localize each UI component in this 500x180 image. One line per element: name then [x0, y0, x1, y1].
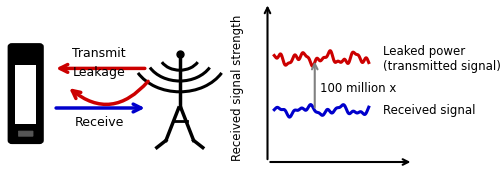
FancyBboxPatch shape [9, 45, 42, 143]
FancyBboxPatch shape [18, 131, 33, 136]
Text: Leakage: Leakage [73, 66, 126, 79]
Text: 100 million x: 100 million x [320, 82, 396, 95]
Text: Received signal: Received signal [382, 104, 475, 117]
Text: Receive: Receive [74, 116, 124, 129]
Text: Transmit: Transmit [72, 47, 126, 60]
Text: Received signal strength: Received signal strength [232, 15, 244, 161]
FancyBboxPatch shape [16, 65, 36, 124]
FancyArrowPatch shape [72, 81, 148, 104]
Text: Leaked power
(transmitted signal): Leaked power (transmitted signal) [382, 45, 500, 73]
